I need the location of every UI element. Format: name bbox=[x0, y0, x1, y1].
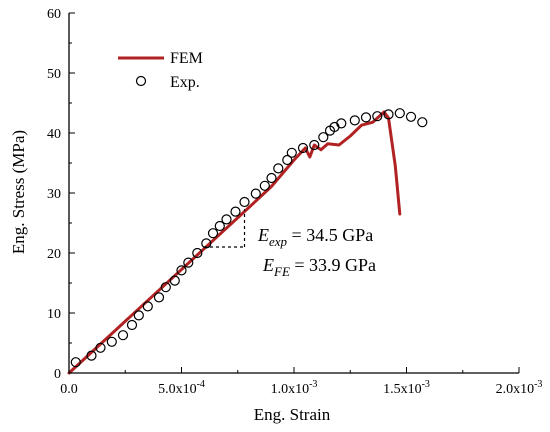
e-exp-value: = 34.5 GPa bbox=[287, 225, 373, 245]
exp-data-point bbox=[360, 112, 372, 123]
y-tick-label: 50 bbox=[47, 67, 61, 82]
exp-data-point bbox=[282, 154, 293, 166]
exp-data-point bbox=[417, 117, 428, 128]
exp-data-point bbox=[239, 196, 250, 208]
exp-data-point bbox=[336, 118, 347, 129]
x-tick-label: 2.0x10-3 bbox=[496, 379, 543, 397]
exp-data-point bbox=[183, 257, 194, 268]
legend-fem-label: FEM bbox=[170, 50, 203, 67]
e-fe-symbol: E bbox=[262, 255, 274, 275]
exp-data-point bbox=[133, 310, 144, 321]
x-tick-label: 5.0x10-4 bbox=[158, 379, 205, 397]
x-axis-title: Eng. Strain bbox=[254, 405, 331, 424]
slope-triangle bbox=[204, 209, 246, 248]
y-axis-title: Eng. Stress (MPa) bbox=[9, 130, 28, 254]
legend-exp-marker bbox=[135, 75, 147, 87]
y-tick-label: 20 bbox=[47, 247, 61, 262]
exp-data-point bbox=[372, 111, 383, 122]
y-tick-label: 60 bbox=[47, 7, 61, 22]
exp-data-point bbox=[214, 220, 225, 232]
tick-labels: 0 10 20 30 40 50 60 0.0 5.0x10-4 1.0x10-3 1.5x10-3… bbox=[47, 7, 542, 397]
exp-data-point bbox=[259, 180, 270, 191]
svg-text:Eexp = 34.5 GPa: Eexp = 34.5 GPa bbox=[257, 225, 373, 249]
exp-data-point bbox=[383, 109, 394, 120]
annotation-e-fe: EFE = 33.9 GPa bbox=[262, 255, 376, 279]
exp-data-point bbox=[221, 214, 232, 225]
exp-data-point bbox=[230, 206, 241, 217]
exp-data-point bbox=[266, 172, 277, 184]
exp-data-point bbox=[160, 282, 171, 293]
exp-data-point bbox=[394, 108, 405, 119]
y-tick-label: 30 bbox=[47, 187, 61, 202]
exp-data-point bbox=[207, 228, 219, 239]
exp-data-point bbox=[106, 336, 117, 347]
exp-data-point bbox=[126, 319, 138, 331]
e-exp-subscript: exp bbox=[269, 234, 288, 249]
e-exp-symbol: E bbox=[257, 225, 269, 245]
exp-data-point bbox=[117, 330, 129, 341]
svg-text:EFE = 33.9 GPa: EFE = 33.9 GPa bbox=[262, 255, 376, 279]
exp-data-point bbox=[318, 132, 329, 143]
exp-data-point bbox=[309, 139, 320, 151]
y-tick-label: 10 bbox=[47, 307, 61, 322]
legend: FEM Exp. bbox=[118, 50, 203, 91]
x-tick-label: 0.0 bbox=[60, 382, 78, 397]
exp-data-point bbox=[153, 292, 165, 303]
y-tick-label: 40 bbox=[47, 127, 61, 142]
exp-data-point bbox=[70, 357, 81, 368]
exp-data-point bbox=[273, 163, 284, 174]
annotation-e-exp: Eexp = 34.5 GPa bbox=[257, 225, 373, 249]
y-tick-label: 0 bbox=[54, 367, 61, 382]
exp-data-point bbox=[405, 111, 417, 122]
x-tick-label: 1.0x10-3 bbox=[271, 379, 318, 397]
exp-data-point bbox=[142, 301, 153, 312]
exp-data-point bbox=[95, 342, 106, 353]
e-fe-subscript: FE bbox=[273, 264, 290, 279]
exp-data-point bbox=[349, 115, 360, 126]
exp-data-point bbox=[250, 188, 261, 199]
x-tick-label: 1.5x10-3 bbox=[383, 379, 430, 397]
exp-data-point bbox=[86, 350, 97, 361]
exp-data-point bbox=[297, 142, 309, 154]
exp-data-point bbox=[286, 147, 297, 158]
exp-data-point bbox=[192, 247, 203, 259]
legend-exp-label: Exp. bbox=[170, 74, 200, 91]
axes bbox=[68, 12, 520, 374]
exp-data-point bbox=[169, 275, 180, 286]
exp-data-point bbox=[176, 265, 187, 276]
series-layer bbox=[67, 108, 428, 375]
exp-data-point bbox=[201, 238, 212, 249]
e-fe-value: = 33.9 GPa bbox=[290, 255, 376, 275]
